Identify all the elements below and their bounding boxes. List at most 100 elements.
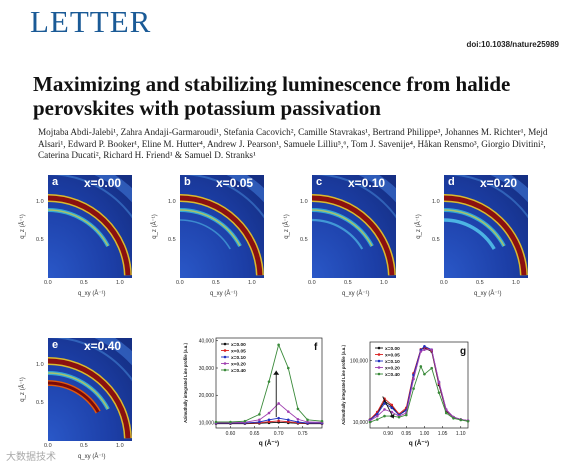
data-point — [430, 366, 434, 370]
x-tick-label: 1.00 — [420, 431, 430, 437]
data-point — [267, 380, 271, 383]
giwaxs-image — [444, 175, 528, 278]
y-tick-label: 20,000 — [199, 393, 215, 399]
y-tick-label: 1.0 — [168, 199, 176, 205]
x-tick-label: 0.5 — [80, 280, 88, 286]
line-chart-f: 0.60 0.65 0.70 0.75 40,000 30,000 20,000 10,000… — [180, 328, 328, 462]
x-tick-label: 0.5 — [80, 443, 88, 449]
data-point — [383, 414, 386, 418]
data-point — [375, 414, 379, 418]
x-axis-label: q (Å⁻¹) — [259, 438, 279, 447]
data-point — [296, 407, 300, 411]
legend-entry: x=0.00 — [231, 342, 246, 348]
data-point — [277, 343, 280, 347]
y-tick-label: 0.5 — [300, 237, 308, 243]
giwaxs-pattern — [48, 175, 132, 278]
article-title: Maximizing and stabilizing luminescence … — [33, 72, 511, 120]
x-tick-label: 0.5 — [344, 280, 352, 286]
data-point — [444, 411, 448, 415]
x-axis-label: q_xy (Å⁻¹) — [342, 291, 370, 297]
panel-letter: a — [52, 176, 59, 188]
chart-svg: 0.90 0.95 1.00 1.05 1.10100,00010,000x=0.00x… — [341, 341, 470, 447]
y-axis-label: Azimuthally integrated Line profile (a.u… — [341, 344, 346, 424]
x-tick-label: 0.65 — [250, 431, 260, 437]
data-point — [277, 402, 280, 405]
x-tick-label: 0.60 — [226, 431, 236, 437]
data-point — [390, 403, 394, 407]
y-tick-label: 40,000 — [199, 339, 215, 345]
x-tick-label: 0.0 — [44, 443, 52, 449]
panel-caption: x=0.10 — [348, 176, 386, 190]
series-line — [216, 417, 322, 424]
series-line — [216, 343, 323, 423]
legend-entry: x=0.10 — [231, 355, 246, 361]
data-point — [404, 413, 408, 417]
data-point — [423, 345, 426, 348]
data-point — [466, 419, 470, 423]
y-tick-label: 100,000 — [350, 358, 368, 364]
data-point — [258, 413, 261, 416]
data-point — [286, 420, 290, 424]
legend-entry: x=0.40 — [385, 372, 400, 378]
giwaxs-image — [48, 175, 132, 278]
x-tick-label: 1.0 — [116, 443, 124, 449]
y-axis-label: q_z (Å⁻¹) — [283, 213, 290, 239]
panel-caption: x=0.20 — [480, 176, 518, 190]
data-point — [459, 418, 463, 422]
legend-entry: x=0.00 — [385, 346, 400, 352]
data-point — [437, 380, 441, 384]
data-point — [286, 410, 290, 413]
data-point — [383, 402, 386, 405]
y-tick-label: 30,000 — [199, 366, 215, 372]
legend-entry: x=0.40 — [231, 368, 246, 374]
data-point — [320, 419, 324, 423]
data-point — [437, 391, 441, 394]
line-chart-g: 0.90 0.95 1.00 1.05 1.10 100,000 10,000 x=0.00 x… — [340, 336, 472, 462]
section-label: LETTER — [30, 4, 152, 39]
x-tick-label: 1.0 — [512, 280, 520, 286]
panel-letter: e — [52, 339, 59, 351]
y-axis-label: Azimuthally integrated Line profile (a.u… — [183, 342, 188, 422]
doi-text[interactable]: doi:10.1038/nature25989 — [466, 40, 560, 49]
panel-caption: x=0.40 — [84, 339, 122, 353]
x-tick-label: 0.75 — [298, 431, 308, 437]
x-tick-label: 1.10 — [456, 431, 466, 437]
giwaxs-panel-b: b x=0.05 0.0 0.5 1.0 1.0 0.5 q_xy (Å⁻¹) q_z (Å⁻¹… — [150, 175, 274, 304]
x-tick-label: 0.90 — [383, 431, 393, 437]
x-tick-label: 0.0 — [176, 280, 184, 286]
x-tick-label: 1.0 — [380, 280, 388, 286]
giwaxs-pattern — [48, 338, 132, 441]
legend-entry: x=0.10 — [385, 359, 400, 365]
data-point — [423, 372, 426, 376]
panel-caption: x=0.00 — [84, 176, 122, 190]
data-point — [423, 348, 426, 351]
x-tick-label: 0.0 — [44, 280, 52, 286]
legend-entry: x=0.20 — [231, 361, 246, 367]
data-point — [412, 377, 415, 381]
data-point — [277, 419, 280, 423]
panel-letter: g — [460, 346, 466, 357]
y-axis-label: q_z (Å⁻¹) — [151, 213, 158, 239]
y-tick-label: 0.5 — [36, 237, 44, 243]
y-axis-label: q_z (Å⁻¹) — [415, 213, 422, 239]
x-tick-label: 1.0 — [248, 280, 256, 286]
y-tick-label: 10,000 — [199, 420, 215, 426]
data-point — [419, 350, 423, 353]
giwaxs-panel-d: d x=0.20 0.0 0.5 1.0 1.0 0.5 q_xy (Å⁻¹) q_z (Å⁻¹… — [414, 175, 538, 304]
watermark-text: 大数据技术 — [6, 452, 56, 463]
x-axis-label: q_xy (Å⁻¹) — [474, 291, 502, 297]
author-list: Mojtaba Abdi-Jalebi¹, Zahra Andaji-Garma… — [38, 127, 548, 161]
data-point — [306, 420, 309, 424]
data-point — [419, 365, 423, 368]
data-point — [258, 420, 261, 424]
data-point — [452, 417, 455, 420]
data-point — [267, 411, 271, 415]
x-axis-label: q_xy (Å⁻¹) — [210, 291, 238, 297]
data-point — [375, 418, 379, 421]
x-tick-label: 1.05 — [438, 431, 448, 437]
y-axis-label: q_z (Å⁻¹) — [19, 376, 26, 402]
chart-svg: 0.60 0.65 0.70 0.75 40,000 30,000 20,000 10,000… — [183, 337, 324, 447]
y-tick-label: 0.5 — [432, 237, 440, 243]
y-tick-label: 1.0 — [432, 199, 440, 205]
data-point — [286, 418, 290, 422]
